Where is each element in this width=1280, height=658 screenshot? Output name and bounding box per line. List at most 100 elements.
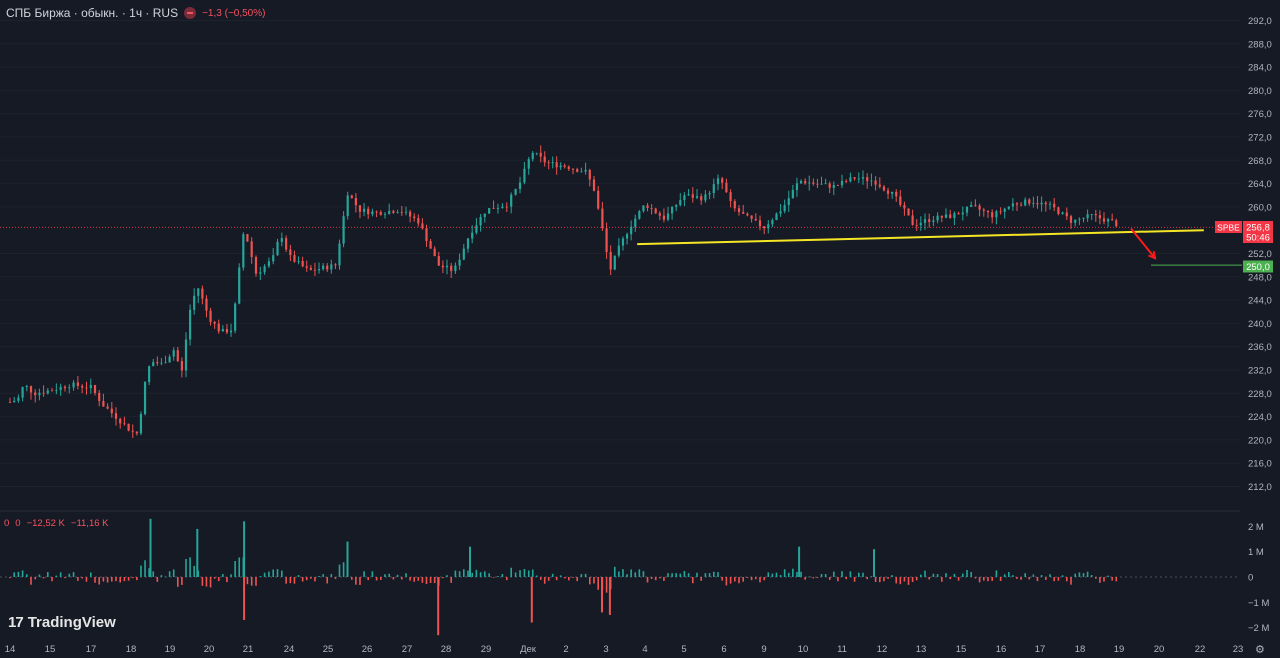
- price-axis[interactable]: 292,0 288,0 284,0 280,0 276,0 272,0 268,0 264,0…: [1248, 16, 1272, 493]
- candle-body: [861, 177, 865, 179]
- candle-body: [662, 215, 666, 220]
- volume-bar: [442, 577, 444, 579]
- candle-body: [123, 423, 126, 425]
- volume-bar: [903, 577, 906, 582]
- candle-body: [771, 220, 774, 225]
- candle-body: [824, 183, 827, 185]
- candle-body: [683, 195, 686, 201]
- candle-body: [193, 295, 196, 310]
- volume-bar: [115, 577, 117, 582]
- candle-body: [205, 298, 208, 311]
- candle-body: [666, 213, 670, 220]
- candle-body: [8, 402, 12, 403]
- volume-bar: [630, 569, 632, 577]
- volume-bar: [314, 577, 316, 582]
- candle-body: [551, 162, 554, 164]
- candle-body: [816, 183, 819, 185]
- candle-body: [870, 180, 873, 182]
- price-tick-label: 220,0: [1248, 435, 1272, 446]
- volume-bar: [949, 577, 951, 580]
- volume-bar: [1107, 575, 1109, 577]
- candle-body: [605, 228, 608, 252]
- candle-body: [152, 362, 155, 367]
- price-tick-label: 236,0: [1248, 342, 1272, 353]
- candle-body: [523, 168, 526, 183]
- volume-bar: [547, 577, 550, 581]
- volume-bar: [576, 577, 578, 582]
- volume-bar: [148, 568, 150, 577]
- volume-bar: [334, 577, 337, 579]
- volume-legend[interactable]: 0 0 −12,52 K −11,16 K: [4, 518, 108, 529]
- time-tick-label: 29: [481, 644, 492, 655]
- candle-body: [567, 166, 570, 169]
- candle-body: [725, 182, 728, 193]
- volume-bar: [85, 577, 88, 582]
- volume-bar: [371, 571, 374, 577]
- candle-body: [601, 208, 604, 229]
- volume-bar: [111, 577, 113, 582]
- candle-body: [895, 191, 898, 197]
- volume-bar: [467, 570, 469, 577]
- candle-body: [135, 431, 138, 434]
- volume-bar: [326, 577, 329, 584]
- volume-bar: [580, 574, 583, 577]
- candle-body: [301, 260, 304, 267]
- candle-body: [995, 211, 998, 218]
- candle-body: [201, 288, 204, 299]
- time-tick-label: 10: [798, 644, 809, 655]
- volume-bar: [659, 577, 661, 579]
- volume-bar: [68, 573, 71, 577]
- candle-body: [1074, 219, 1077, 223]
- candle-body: [737, 208, 741, 213]
- volume-bar: [429, 577, 432, 583]
- volume-bar: [458, 571, 461, 577]
- volume-bars: [9, 518, 1118, 636]
- volume-bar: [899, 577, 902, 585]
- candle-body: [576, 169, 579, 172]
- candle-body: [437, 256, 440, 266]
- volume-bar: [106, 577, 109, 583]
- time-tick-label: 3: [603, 644, 608, 655]
- price-tick-label: 252,0: [1248, 249, 1272, 260]
- candle-body: [953, 213, 956, 218]
- candle-body: [168, 356, 171, 363]
- candle-body: [1115, 220, 1118, 227]
- time-tick-label: 5: [681, 644, 686, 655]
- time-axis[interactable]: 14 15 17 18 19 20 21 24 25 26 27 28 29 Дек 2 3 4 5 6 9 10 11 1…: [5, 644, 1244, 655]
- candle-body: [700, 196, 703, 201]
- volume-bar: [259, 576, 262, 577]
- volume-bar: [350, 577, 353, 580]
- time-tick-label: 24: [284, 644, 295, 655]
- candle-body: [425, 228, 428, 242]
- price-tick-label: 264,0: [1248, 179, 1272, 190]
- candle-body: [849, 177, 852, 182]
- volume-bar: [189, 557, 191, 577]
- candle-body: [1040, 202, 1043, 205]
- candle-body: [986, 210, 990, 213]
- volume-bar: [363, 571, 365, 577]
- candle-body: [110, 408, 113, 414]
- candle-body: [139, 414, 143, 434]
- candle-body: [716, 178, 720, 185]
- volume-bar: [123, 577, 126, 582]
- volume-bar: [47, 571, 49, 577]
- volume-bar: [626, 574, 628, 577]
- gear-icon[interactable]: ⚙: [1255, 644, 1265, 656]
- volume-bar: [879, 577, 881, 583]
- candle-body: [721, 178, 724, 183]
- volume-bar: [185, 558, 187, 577]
- volume-bar: [392, 577, 395, 580]
- tradingview-logo[interactable]: 17 TradingView: [8, 614, 116, 631]
- volume-bar: [177, 577, 179, 587]
- candle-body: [527, 159, 530, 169]
- drawings[interactable]: [637, 227, 1242, 266]
- candle-body: [1090, 213, 1093, 215]
- volume-bar: [1053, 577, 1055, 582]
- candle-body: [421, 223, 424, 229]
- symbol-title[interactable]: СПБ Биржа · обыкн. · 1ч · RUS: [6, 6, 179, 20]
- candle-body: [982, 209, 985, 211]
- symbol-header[interactable]: СПБ Биржа · обыкн. · 1ч · RUS −1,3 (−0,5…: [6, 5, 265, 21]
- candle-body: [832, 185, 835, 188]
- volume-bar: [717, 572, 719, 577]
